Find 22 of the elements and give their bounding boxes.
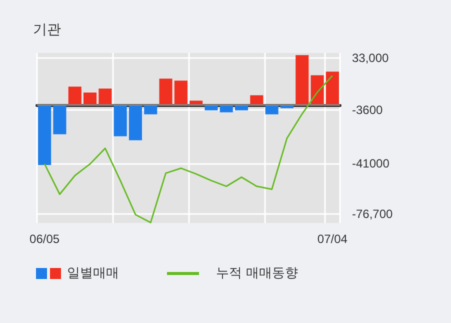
bar <box>250 95 264 105</box>
bar <box>128 104 142 140</box>
bar <box>84 92 97 105</box>
chart-title: 기관 <box>33 22 61 38</box>
y-tick-label: 33,000 <box>352 50 390 65</box>
bar <box>98 88 112 105</box>
bar <box>174 80 188 105</box>
bar <box>68 86 82 105</box>
line-series <box>44 74 334 224</box>
bar <box>296 55 309 105</box>
y-tick-label: -41000 <box>352 156 390 170</box>
legend-label: 누적 매매동향 <box>216 265 298 282</box>
y-tick-label: -76,700 <box>352 207 394 222</box>
legend-label: 일별매매 <box>67 265 119 282</box>
bar <box>53 104 66 134</box>
bar <box>326 72 339 105</box>
x-tick-label: 07/04 <box>317 232 348 246</box>
y-tick-label: -3600 <box>352 103 384 118</box>
x-tick-label: 06/05 <box>30 232 60 246</box>
bar <box>159 78 172 105</box>
bar <box>38 104 52 165</box>
bar <box>114 104 127 136</box>
